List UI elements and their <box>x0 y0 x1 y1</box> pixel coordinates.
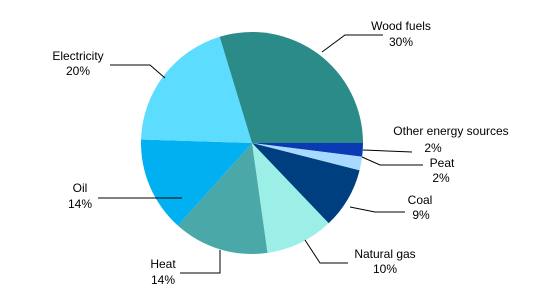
value-label: 30% <box>389 35 413 49</box>
leader-line <box>321 34 383 53</box>
value-label: 20% <box>66 64 90 78</box>
leader-line <box>304 239 348 264</box>
leader-line <box>110 64 166 79</box>
slice-label: Electricity <box>52 49 103 63</box>
pie-slice <box>177 143 268 254</box>
leader-line <box>180 250 221 274</box>
pie-slice <box>252 143 360 224</box>
slice-label: Natural gas <box>354 247 415 261</box>
pie-slice <box>141 36 252 144</box>
value-label: 14% <box>68 197 92 211</box>
pie-slice <box>252 143 363 171</box>
pie-slice <box>252 143 363 157</box>
value-label: 9% <box>412 208 430 222</box>
value-label: 2% <box>432 171 450 185</box>
pie-slice <box>141 139 252 226</box>
leader-line <box>362 149 413 153</box>
value-label: 14% <box>151 273 175 287</box>
slice-label: Other energy sources <box>393 124 508 138</box>
leader-line <box>349 206 405 213</box>
slice-label: Oil <box>73 181 88 195</box>
slice-label: Heat <box>150 257 176 271</box>
slice-label: Coal <box>408 193 433 207</box>
value-label: 10% <box>373 262 397 276</box>
pie-slice <box>252 143 329 253</box>
pie-slice <box>219 32 363 143</box>
value-label: 2% <box>424 141 442 155</box>
leader-line <box>361 156 423 166</box>
slice-label: Peat <box>430 156 455 170</box>
slice-label: Wood fuels <box>371 19 431 33</box>
